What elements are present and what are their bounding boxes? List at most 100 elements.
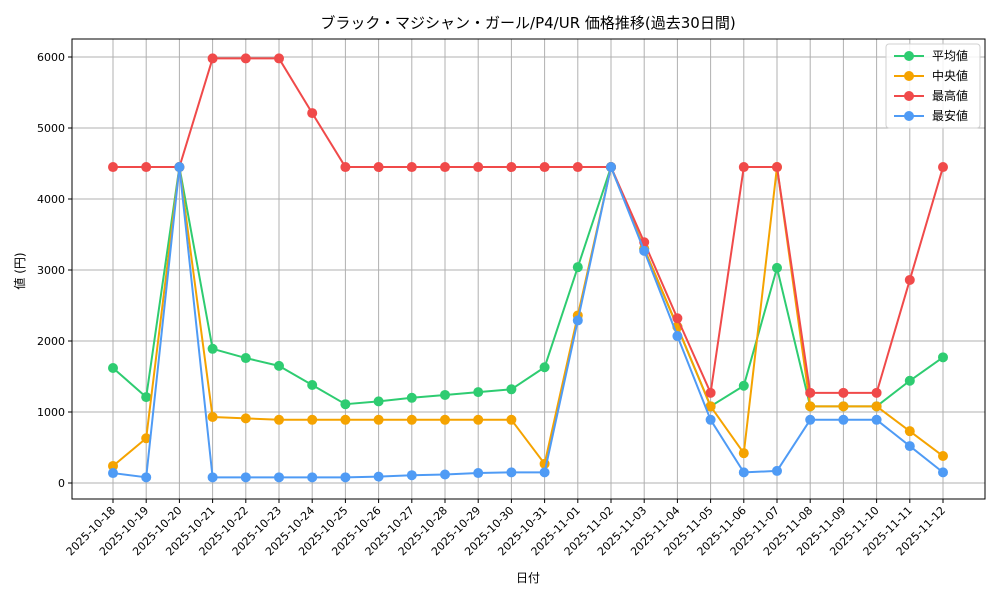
legend-label: 平均値 [932,48,968,63]
data-point [274,53,284,64]
data-point [838,414,849,425]
legend-label: 最安値 [932,108,968,123]
chart-title: ブラック・マジシャン・ガール/P4/UR 価格推移(過去30日間) [320,14,735,32]
data-point [572,162,583,173]
data-point [141,472,152,483]
legend-label: 中央値 [932,68,968,83]
y-tick-label: 1000 [37,406,65,419]
data-point [938,162,948,173]
data-point [108,162,118,173]
data-point [738,380,749,391]
data-point [240,53,251,64]
data-point [373,162,384,173]
data-point [440,389,450,400]
data-point [473,162,484,173]
y-axis-label: 値 (円) [12,252,27,289]
data-point [108,468,118,479]
y-tick-label: 3000 [37,264,65,277]
y-tick-label: 5000 [37,122,65,135]
series-line [108,162,948,471]
data-point [473,414,484,425]
data-point [639,245,650,256]
data-point [904,274,915,285]
grid-lines [72,39,985,499]
data-point [141,392,152,403]
data-point [705,414,716,425]
data-point [871,387,882,398]
data-point [373,471,384,482]
data-point [473,468,484,479]
data-point [672,331,683,342]
data-point [838,387,849,398]
data-point [506,467,517,478]
data-point [539,467,550,478]
data-point [904,375,915,386]
data-point [108,460,118,471]
data-point [207,472,218,483]
data-point [904,441,915,452]
y-tick-label: 6000 [37,51,65,64]
data-point [207,343,218,354]
series-line [108,53,948,398]
legend-item: 最高値 [894,88,968,103]
data-point [772,162,782,173]
data-point [572,262,583,273]
data-point [672,313,683,324]
data-point [406,470,417,481]
data-point [406,414,417,425]
data-point [506,414,517,425]
data-point [539,362,550,373]
series-lines [108,53,948,483]
data-point [938,352,948,363]
data-point [738,467,749,478]
data-point [871,401,882,412]
data-point [805,401,816,412]
data-point [539,162,550,173]
data-point [240,472,251,483]
data-point [274,414,284,425]
data-point [340,414,351,425]
data-point [705,387,716,398]
legend-item: 最安値 [894,108,968,123]
data-point [738,448,749,459]
data-point [240,413,251,424]
data-point [705,401,716,412]
data-point [207,411,218,422]
data-point [805,414,816,425]
data-point [373,396,384,407]
y-axis-ticks: 0 1000 2000 3000 4000 5000 6000 [37,51,72,490]
legend-label: 最高値 [932,88,968,103]
x-axis-ticks: 2025-10-182025-10-192025-10-202025-10-21… [64,499,948,558]
data-point [506,162,517,173]
data-point [240,353,251,364]
data-point [207,53,218,64]
data-point [440,469,450,480]
data-point [904,426,915,437]
data-point [406,162,417,173]
x-axis-label: 日付 [516,571,540,585]
data-point [274,472,284,483]
data-point [938,451,948,462]
series-line [108,162,948,483]
data-point [772,465,782,476]
data-point [307,472,318,483]
data-point [307,108,318,119]
data-point [108,362,118,373]
data-point [141,433,152,444]
data-point [572,315,583,326]
data-point [440,414,450,425]
data-point [141,162,152,173]
data-point [473,387,484,398]
data-point [738,162,749,173]
data-point [406,392,417,403]
legend-marker-icon [904,91,914,101]
data-point [174,162,185,173]
legend-item: 平均値 [894,48,968,63]
y-tick-label: 0 [58,477,65,490]
legend-item: 中央値 [894,68,968,83]
legend-marker-icon [904,111,914,121]
data-point [340,472,351,483]
